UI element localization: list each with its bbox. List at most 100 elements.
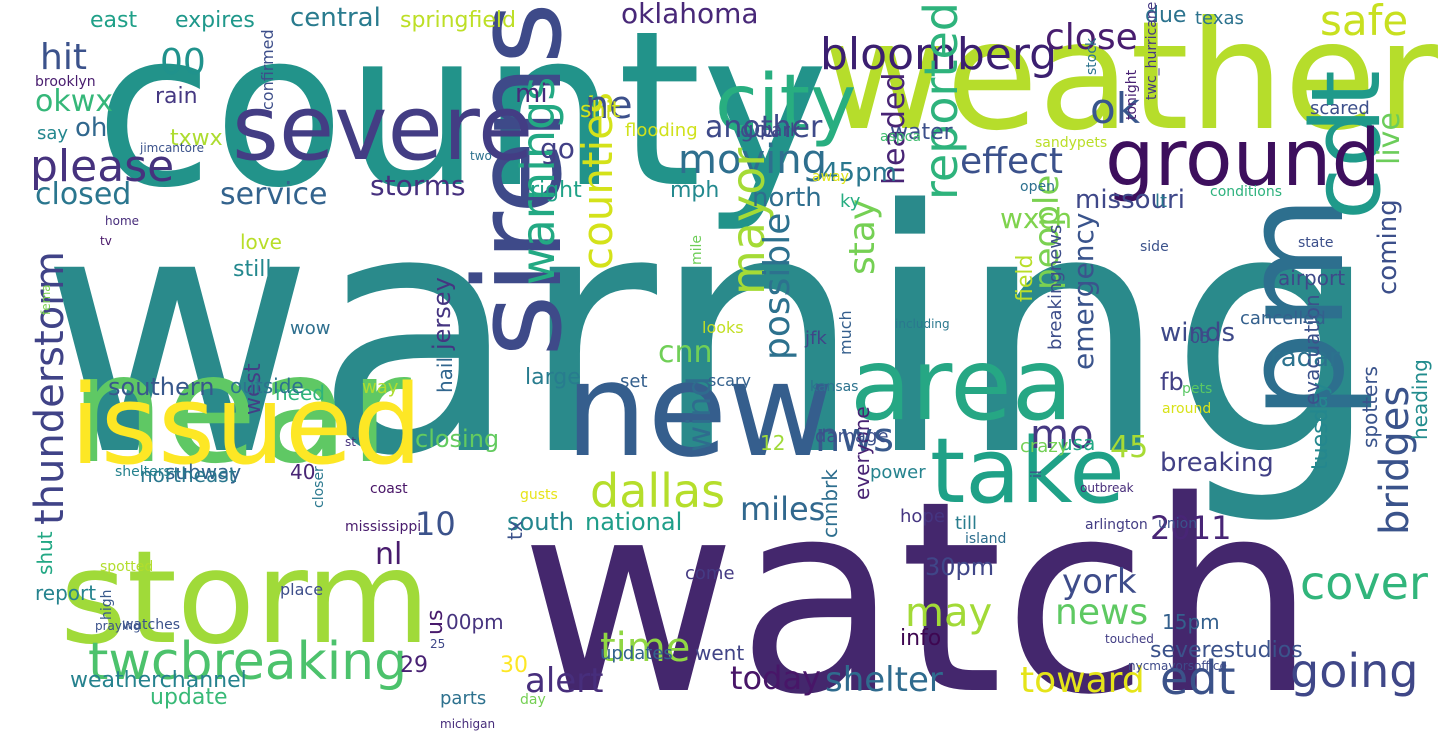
word-00pm: 00pm bbox=[446, 610, 504, 634]
word-moving: moving bbox=[678, 137, 827, 183]
word-michigan: michigan bbox=[440, 717, 496, 731]
word-twcbreaking: twcbreaking bbox=[88, 632, 408, 692]
word-large: large bbox=[525, 365, 581, 390]
word-jersey: jersey bbox=[428, 277, 456, 350]
word-possible: possible bbox=[757, 212, 798, 360]
word-cnn: cnn bbox=[658, 335, 713, 370]
word-fb: fb bbox=[1160, 368, 1184, 396]
word-looks: looks bbox=[702, 318, 744, 337]
word-two: two bbox=[470, 149, 492, 163]
word-go: go bbox=[540, 132, 575, 165]
word-wxch: wxch bbox=[1000, 202, 1073, 235]
word-state: state bbox=[1298, 235, 1334, 251]
word-crazy: crazy bbox=[1020, 436, 1069, 457]
word-oklahoma: oklahoma bbox=[621, 0, 759, 30]
word-hail: hail bbox=[433, 356, 457, 393]
word-30pm: 30pm bbox=[925, 553, 995, 581]
word-tonight: tonight bbox=[1124, 69, 1140, 120]
word-reported: reported bbox=[914, 2, 968, 200]
word-2011: 2011 bbox=[1150, 509, 1232, 547]
word-usa: usa bbox=[1060, 431, 1096, 455]
word-home: home bbox=[105, 214, 140, 228]
word-place: place bbox=[280, 580, 324, 599]
word-south: south bbox=[507, 508, 575, 536]
word-toward: toward bbox=[1020, 660, 1145, 701]
word-00: 00 bbox=[160, 42, 206, 83]
word-sandypets: sandypets bbox=[1035, 135, 1108, 151]
word-45pm: 45pm bbox=[822, 158, 897, 188]
word-southern: southern bbox=[108, 373, 215, 401]
word-oh: oh bbox=[75, 113, 108, 143]
word-everyone: everyone bbox=[850, 406, 874, 500]
word-weather: weather bbox=[823, 0, 1438, 164]
word-watch: watch bbox=[520, 445, 1317, 734]
word-tv: tv bbox=[100, 234, 112, 248]
word-time: time bbox=[600, 625, 691, 671]
word-tx: tx bbox=[503, 520, 527, 540]
word-12: 12 bbox=[760, 431, 786, 455]
word-jfk: jfk bbox=[805, 328, 827, 349]
word-may: may bbox=[905, 590, 993, 636]
word-york: york bbox=[1062, 562, 1137, 602]
word-severestudios: severestudios bbox=[1150, 638, 1303, 663]
word-set: set bbox=[620, 371, 648, 392]
word-parts: parts bbox=[440, 688, 487, 709]
word-water: water bbox=[890, 120, 953, 145]
word-missouri: missouri bbox=[1075, 185, 1185, 215]
word-scary: scary bbox=[708, 371, 751, 390]
word-breaking: breaking bbox=[1160, 448, 1274, 478]
word-say: say bbox=[37, 123, 69, 144]
word-edt: edt bbox=[1160, 651, 1236, 705]
word-east: east bbox=[90, 8, 138, 33]
word-okwx: okwx bbox=[35, 84, 114, 119]
word-05: 05 bbox=[1190, 328, 1211, 347]
word-emergency: emergency bbox=[1067, 212, 1100, 370]
word-watches: watches bbox=[122, 617, 180, 633]
word-45: 45 bbox=[1110, 430, 1149, 465]
word-including: including bbox=[895, 317, 950, 331]
word-lt: lt bbox=[1155, 191, 1168, 212]
word-10: 10 bbox=[415, 505, 456, 543]
word-central: central bbox=[290, 3, 381, 33]
word-ok: ok bbox=[1090, 84, 1141, 133]
word-nycmayorsoffice: nycmayorsoffice bbox=[1128, 659, 1227, 673]
word-twc-hurricane: twc_hurricane bbox=[1144, 2, 1160, 101]
word-need: need bbox=[275, 381, 325, 405]
word-outbreak: outbreak bbox=[1080, 481, 1134, 495]
word-mississippi: mississippi bbox=[345, 519, 422, 535]
word-expires: expires bbox=[175, 8, 255, 33]
word-kansas: kansas bbox=[810, 379, 859, 395]
word-15pm: 15pm bbox=[1162, 610, 1220, 634]
word-miles: miles bbox=[740, 490, 826, 528]
word-25: 25 bbox=[430, 637, 446, 651]
word-county: county bbox=[95, 0, 829, 235]
word-update: update bbox=[150, 685, 228, 710]
word-nl: nl bbox=[375, 537, 403, 572]
word-power: power bbox=[870, 462, 926, 483]
word-texas: texas bbox=[1195, 8, 1244, 29]
word-praying: praying bbox=[95, 619, 141, 633]
word-please: please bbox=[30, 141, 175, 192]
word-shut: shut bbox=[33, 531, 57, 575]
word-mph: mph bbox=[670, 178, 720, 203]
word-40: 40 bbox=[290, 460, 316, 484]
word-day: day bbox=[520, 692, 546, 708]
word-away: away bbox=[812, 169, 849, 185]
word-side: side bbox=[1140, 239, 1169, 255]
word-love: love bbox=[240, 230, 282, 254]
word-shelters: shelters bbox=[115, 464, 171, 480]
word-breakingnews: breakingnews bbox=[1045, 224, 1066, 350]
word-scared: scared bbox=[1310, 98, 1370, 119]
word-way: way bbox=[362, 377, 399, 398]
word-springfield: springfield bbox=[400, 8, 516, 33]
word-shelter: shelter bbox=[825, 660, 943, 700]
word-due: due bbox=[1145, 3, 1187, 28]
word-spotters: spotters bbox=[1358, 366, 1382, 448]
word-pets: pets bbox=[1182, 381, 1213, 397]
word-heading: heading bbox=[1408, 359, 1432, 440]
word-conditions: conditions bbox=[1210, 184, 1283, 200]
word-closed: closed bbox=[35, 177, 132, 212]
word-city: city bbox=[715, 59, 857, 149]
word-till: till bbox=[955, 513, 978, 534]
word-today: today bbox=[730, 659, 821, 697]
